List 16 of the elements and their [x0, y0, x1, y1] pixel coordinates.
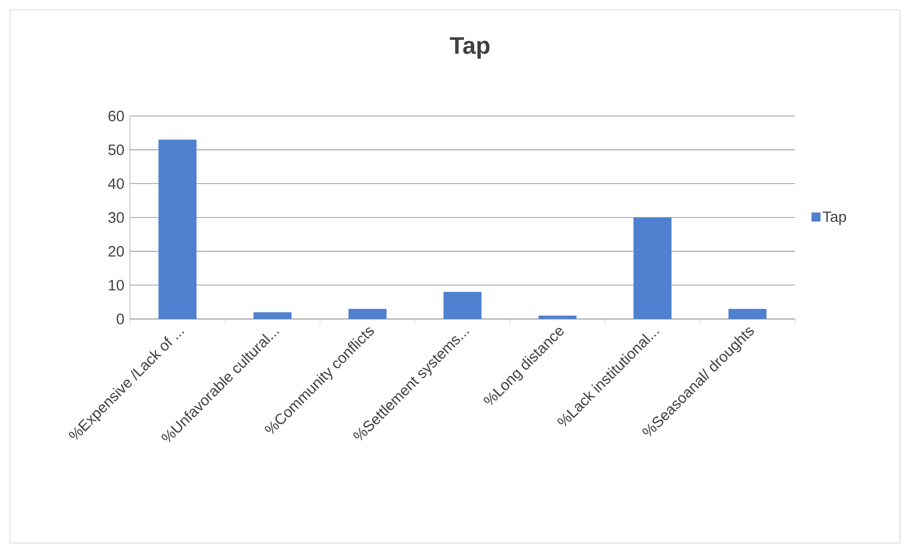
- y-tick-label: 0: [116, 314, 124, 324]
- bar: [538, 316, 577, 319]
- bar: [634, 217, 672, 319]
- bar: [444, 292, 482, 319]
- y-tick-label: 40: [108, 178, 124, 189]
- chart-title: Tap: [450, 37, 490, 59]
- y-tick-label: 50: [108, 144, 124, 156]
- legend-label: Tap: [822, 212, 846, 226]
- y-tick-label: 60: [108, 110, 124, 122]
- y-tick-label: 20: [108, 246, 124, 257]
- bar: [254, 312, 292, 319]
- bar: [728, 308, 767, 319]
- y-tick-label: 10: [108, 280, 124, 290]
- y-tick-label: 30: [108, 212, 124, 223]
- bar: [158, 140, 197, 319]
- bar: [348, 308, 387, 319]
